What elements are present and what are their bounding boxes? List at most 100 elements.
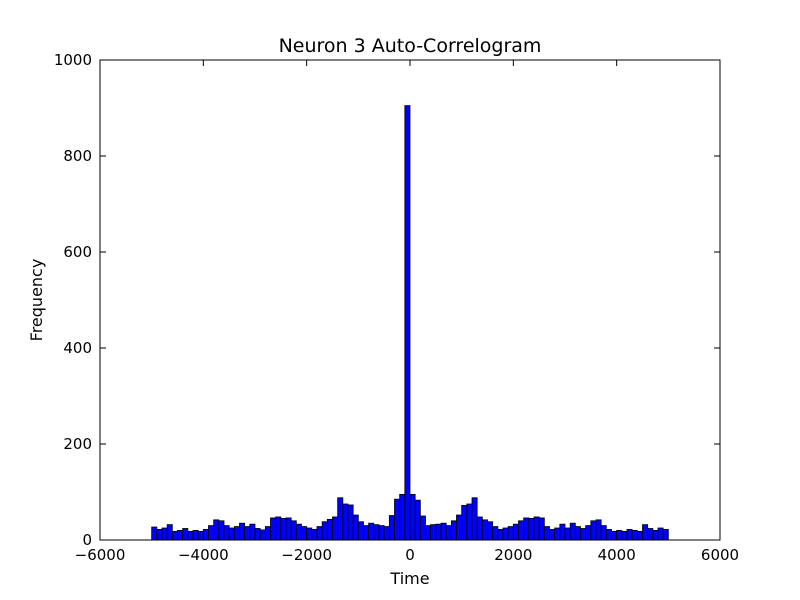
histogram-bar bbox=[430, 524, 437, 541]
histogram-bar bbox=[182, 528, 189, 541]
histogram-bar bbox=[270, 517, 277, 541]
x-tick-label: −2000 bbox=[281, 546, 332, 564]
histogram-bar bbox=[321, 521, 328, 541]
histogram-bar bbox=[244, 526, 251, 541]
histogram-bar bbox=[414, 499, 421, 541]
x-tick-label: 2000 bbox=[494, 546, 532, 564]
histogram-bar bbox=[187, 530, 194, 541]
histogram-bar bbox=[595, 519, 602, 541]
histogram-bar bbox=[497, 529, 504, 541]
histogram-bar bbox=[347, 504, 354, 541]
histogram-bar bbox=[290, 520, 297, 541]
y-tick-label: 400 bbox=[63, 339, 92, 357]
histogram-bar bbox=[156, 529, 163, 541]
histogram-bar bbox=[383, 526, 390, 541]
histogram-bar bbox=[311, 529, 318, 541]
histogram-bar bbox=[342, 503, 349, 541]
y-tick-label: 800 bbox=[63, 147, 92, 165]
histogram-bar bbox=[507, 526, 514, 541]
histogram-bar bbox=[404, 105, 411, 541]
histogram-bar bbox=[461, 505, 468, 541]
histogram-bar bbox=[554, 527, 561, 541]
histogram-bar bbox=[151, 526, 158, 541]
histogram-bar bbox=[502, 527, 509, 541]
histogram-bar bbox=[538, 517, 545, 541]
ticks-group: −6000 −4000 −2000 0 2000 4000 6000 0 200 400 600 80… bbox=[54, 51, 739, 564]
x-tick-label: 4000 bbox=[598, 546, 636, 564]
x-tick-label: −4000 bbox=[178, 546, 229, 564]
histogram-bar bbox=[326, 518, 333, 541]
histogram-bar bbox=[471, 497, 478, 541]
histogram-bar bbox=[249, 523, 256, 541]
x-tick-label: −6000 bbox=[75, 546, 126, 564]
histogram-bar bbox=[399, 493, 406, 541]
histogram-bar bbox=[295, 523, 302, 541]
histogram-bar bbox=[285, 517, 292, 541]
histogram-bar bbox=[631, 530, 638, 541]
bars-group bbox=[151, 105, 669, 541]
histogram-bar bbox=[218, 520, 225, 541]
histogram-bar bbox=[166, 524, 173, 541]
histogram-bar bbox=[316, 526, 323, 541]
y-tick-label: 600 bbox=[63, 243, 92, 261]
histogram-bar bbox=[647, 528, 654, 541]
histogram-bar bbox=[409, 493, 416, 541]
histogram-bar bbox=[378, 525, 385, 541]
histogram-bar bbox=[512, 523, 519, 541]
histogram-bar bbox=[466, 503, 473, 541]
histogram-bar bbox=[306, 527, 313, 541]
histogram-bar bbox=[425, 525, 432, 541]
histogram-bar bbox=[574, 526, 581, 541]
histogram-bar bbox=[363, 525, 370, 541]
histogram-bar bbox=[357, 521, 364, 541]
histogram-bar bbox=[543, 526, 550, 541]
histogram-bar bbox=[440, 522, 447, 541]
histogram-bar bbox=[394, 498, 401, 541]
histogram-bar bbox=[590, 520, 597, 541]
x-tick-label: 6000 bbox=[701, 546, 739, 564]
histogram-bar bbox=[264, 526, 271, 541]
histogram-bar bbox=[518, 520, 525, 541]
histogram-bar bbox=[368, 522, 375, 541]
histogram-bar bbox=[177, 530, 184, 541]
histogram-bar bbox=[197, 530, 204, 541]
histogram-bar bbox=[611, 530, 618, 541]
histogram-bar bbox=[332, 516, 339, 541]
histogram-bar bbox=[228, 527, 235, 541]
histogram-bar bbox=[569, 522, 576, 541]
histogram-bar bbox=[280, 518, 287, 541]
histogram-bar bbox=[492, 526, 499, 541]
y-tick-label: 200 bbox=[63, 435, 92, 453]
y-tick-label: 1000 bbox=[54, 51, 92, 69]
histogram-bar bbox=[533, 516, 540, 541]
histogram-bar bbox=[192, 530, 199, 541]
histogram-bar bbox=[523, 517, 530, 541]
histogram-bar bbox=[337, 497, 344, 541]
y-axis-label: Frequency bbox=[27, 259, 46, 342]
histogram-bar bbox=[161, 527, 168, 541]
histogram-bar bbox=[233, 526, 240, 541]
histogram-bar bbox=[301, 526, 308, 541]
histogram-bar bbox=[445, 525, 452, 541]
histogram-bar bbox=[481, 519, 488, 541]
histogram-bar bbox=[652, 530, 659, 541]
histogram-bar bbox=[621, 530, 628, 541]
y-tick-label: 0 bbox=[82, 531, 92, 549]
histogram-bar bbox=[528, 518, 535, 541]
histogram-bar bbox=[352, 514, 359, 541]
histogram-bar bbox=[254, 528, 261, 541]
histogram-bar bbox=[450, 520, 457, 541]
histogram-bar bbox=[202, 529, 209, 541]
histogram-bar bbox=[585, 525, 592, 541]
histogram-bar bbox=[616, 530, 623, 541]
histogram-bar bbox=[373, 524, 380, 541]
histogram-bar bbox=[605, 529, 612, 541]
histogram-bar bbox=[636, 530, 643, 541]
chart-title: Neuron 3 Auto-Correlogram bbox=[279, 35, 542, 57]
histogram-bar bbox=[275, 516, 282, 541]
histogram-bar bbox=[580, 528, 587, 541]
x-axis-label: Time bbox=[389, 569, 429, 588]
histogram-bar bbox=[171, 530, 178, 541]
histogram-bar bbox=[662, 529, 669, 541]
